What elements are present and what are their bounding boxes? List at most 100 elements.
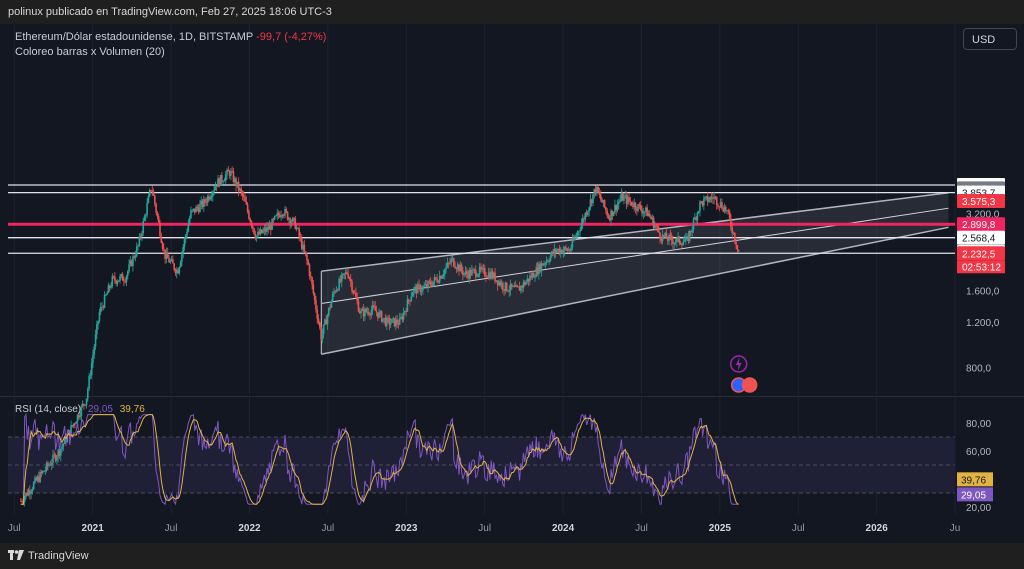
candle-body bbox=[527, 278, 530, 282]
candle-body bbox=[392, 317, 395, 319]
candle-body bbox=[178, 267, 181, 274]
candle-body bbox=[523, 282, 526, 285]
candle-body bbox=[563, 247, 566, 251]
candle-body bbox=[230, 171, 232, 176]
candle-body bbox=[44, 470, 47, 472]
candle-body bbox=[705, 196, 708, 198]
candle-body bbox=[424, 284, 427, 286]
x-axis-tick-label: 2026 bbox=[866, 523, 889, 534]
candle-body bbox=[549, 255, 552, 262]
candle-body bbox=[111, 276, 114, 287]
currency-button[interactable]: USD bbox=[963, 28, 1017, 50]
y-axis-tick-label: 1.200,0 bbox=[966, 318, 1000, 329]
candle-body bbox=[263, 228, 266, 231]
candle-body bbox=[492, 272, 495, 278]
candle-body bbox=[163, 248, 165, 250]
candle-body bbox=[710, 197, 713, 198]
candle-body bbox=[137, 245, 139, 247]
candle-body bbox=[681, 244, 683, 246]
candle-body bbox=[139, 236, 142, 238]
candle-body bbox=[690, 231, 692, 232]
candle-body bbox=[181, 253, 183, 262]
candle-body bbox=[410, 296, 413, 302]
candle-body bbox=[511, 283, 513, 287]
candle-body bbox=[608, 218, 611, 221]
candle-body bbox=[378, 311, 380, 318]
candle-body bbox=[450, 259, 453, 264]
candle-body bbox=[713, 196, 715, 199]
candle-body bbox=[151, 190, 154, 192]
candle-body bbox=[735, 241, 737, 246]
candle-body bbox=[632, 205, 634, 208]
candle-body bbox=[371, 305, 374, 311]
candle-body bbox=[237, 181, 240, 191]
candle-body bbox=[360, 310, 362, 314]
candle-body bbox=[128, 264, 130, 272]
candle-body bbox=[440, 276, 442, 279]
candle-body bbox=[526, 278, 529, 282]
candle-body bbox=[536, 267, 539, 275]
candle-body bbox=[342, 273, 344, 275]
candle-body bbox=[121, 274, 124, 281]
candle-body bbox=[525, 281, 527, 285]
candle-body bbox=[25, 492, 27, 497]
candle-body bbox=[253, 228, 255, 234]
candle-body bbox=[114, 276, 116, 281]
candle-body bbox=[188, 217, 191, 224]
chart-svg[interactable]: 3.200,02.800,02.000,01.600,01.200,0800,0… bbox=[0, 24, 1024, 543]
candle-body bbox=[215, 186, 218, 188]
candle-body bbox=[123, 280, 125, 282]
candle-body bbox=[375, 310, 378, 313]
candle-body bbox=[285, 209, 288, 212]
candle-body bbox=[156, 212, 159, 217]
candle-body bbox=[96, 324, 98, 335]
candle-body bbox=[302, 244, 304, 249]
candle-body bbox=[518, 286, 521, 291]
candle-body bbox=[134, 255, 137, 258]
candle-body bbox=[633, 202, 636, 208]
candle-body bbox=[683, 240, 686, 242]
candle-body bbox=[503, 289, 505, 291]
candle-body bbox=[548, 261, 550, 262]
tradingview-logo[interactable]: TradingView bbox=[8, 543, 89, 569]
candle-body bbox=[159, 222, 161, 236]
candle-body bbox=[650, 216, 652, 220]
candle-body bbox=[116, 281, 119, 284]
candle-body bbox=[155, 203, 157, 213]
candle-body bbox=[665, 232, 668, 239]
candle-body bbox=[522, 282, 525, 288]
indicator-label[interactable]: Coloreo barras x Volumen (20) bbox=[15, 46, 165, 58]
candle-body bbox=[374, 306, 377, 311]
x-axis-tick-label: Jul bbox=[8, 523, 21, 534]
candle-body bbox=[639, 205, 642, 210]
candle-body bbox=[541, 263, 544, 266]
candle-body bbox=[154, 195, 156, 204]
candle-body bbox=[566, 248, 569, 251]
candle-body bbox=[179, 261, 182, 268]
candle-body bbox=[701, 201, 704, 206]
candle-body bbox=[592, 194, 594, 204]
candle-body bbox=[646, 207, 648, 217]
candle-body bbox=[686, 235, 688, 237]
candle-body bbox=[456, 264, 459, 269]
candle-body bbox=[146, 203, 148, 216]
price-label: 3.575,3 bbox=[962, 197, 996, 208]
candle-body bbox=[641, 209, 643, 214]
candle-body bbox=[675, 237, 678, 243]
candle-body bbox=[709, 197, 712, 201]
candle-body bbox=[43, 470, 45, 472]
candle-body bbox=[160, 235, 163, 243]
symbol-label[interactable]: Ethereum/Dólar estadounidense, 1D, BITST… bbox=[15, 31, 254, 43]
candle-body bbox=[50, 463, 53, 466]
chart-area[interactable]: 3.200,02.800,02.000,01.600,01.200,0800,0… bbox=[0, 24, 1024, 543]
rsi-value-tag: 29,05 bbox=[961, 490, 986, 501]
rsi-label[interactable]: RSI (14, close) bbox=[15, 404, 82, 415]
candle-body bbox=[246, 204, 249, 212]
candle-body bbox=[373, 305, 375, 307]
candle-body bbox=[514, 285, 517, 287]
candle-body bbox=[708, 200, 710, 202]
candle-body bbox=[477, 274, 480, 277]
candle-body bbox=[264, 228, 267, 232]
candle-body bbox=[291, 217, 294, 222]
candle-body bbox=[723, 206, 726, 212]
